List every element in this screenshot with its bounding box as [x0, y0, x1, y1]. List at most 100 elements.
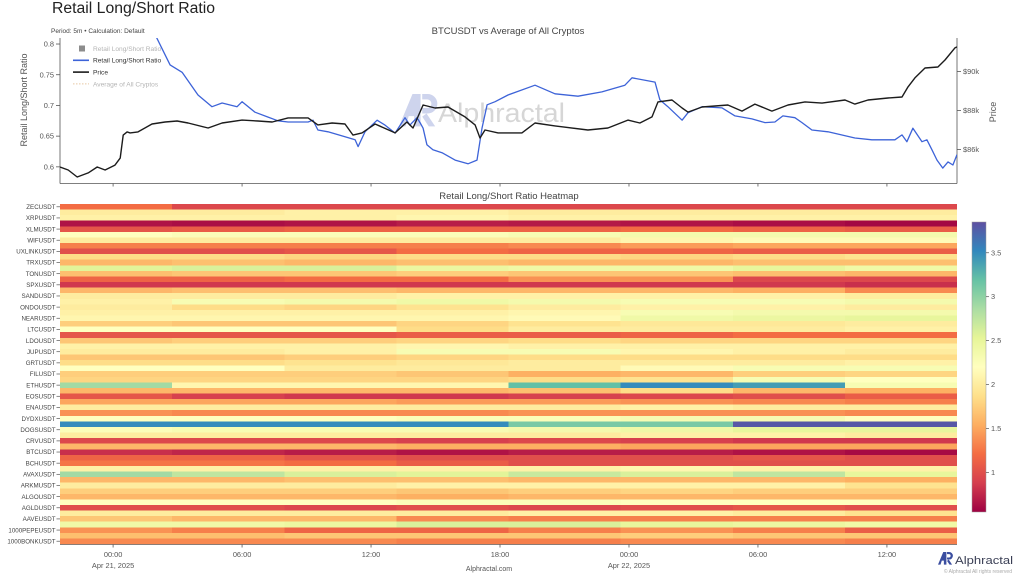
legend-item-average-all-cryptos[interactable]: Average of All Cryptos — [73, 81, 159, 88]
heatmap-cell — [732, 209, 846, 216]
heatmap-cell — [508, 499, 622, 506]
heatmap-cell — [172, 421, 285, 428]
heatmap-cell — [60, 337, 173, 344]
heatmap-cell — [396, 410, 510, 417]
heatmap-cell — [732, 371, 846, 378]
heatmap-cell — [620, 382, 734, 389]
heatmap-cell — [844, 404, 958, 411]
legend-item-price[interactable]: Price — [73, 70, 108, 77]
heatmap-cell — [60, 371, 173, 378]
heatmap-cell — [844, 254, 958, 261]
heatmap-cell — [620, 360, 734, 367]
heatmap-cell — [172, 226, 285, 233]
legend-item-ratio-line[interactable]: Retail Long/Short Ratio — [73, 58, 162, 65]
heatmap-cell — [284, 538, 397, 545]
heatmap-cell — [284, 454, 397, 461]
heatmap-row-label: XLMUSDT — [26, 226, 56, 233]
heatmap-cell — [620, 309, 734, 316]
heatmap-cell — [396, 443, 510, 450]
heatmap-cell — [60, 493, 173, 500]
heatmap-cell — [844, 243, 958, 249]
heatmap-cell — [620, 332, 734, 339]
heatmap-cell — [620, 477, 734, 484]
heatmap-cell — [508, 488, 622, 495]
heatmap-cell — [508, 471, 622, 478]
colorbar: 1 1.5 2 2.5 3 3.5 — [971, 221, 1001, 513]
heatmap-cell — [60, 220, 173, 227]
heatmap-cell — [620, 426, 734, 433]
colorbar-tick-label: 3 — [991, 292, 995, 301]
heatmap-cell — [172, 309, 285, 316]
heatmap-cell — [508, 449, 622, 456]
time-axis-label: 18:00 — [491, 550, 510, 559]
heatmap-cell — [508, 282, 622, 288]
heatmap-cell — [396, 477, 510, 484]
heatmap-cell — [620, 282, 734, 288]
heatmap-cell — [284, 449, 397, 456]
heatmap-row-label: JUPUSDT — [27, 349, 56, 356]
heatmap-cell — [284, 493, 397, 500]
heatmap-cell — [732, 220, 846, 227]
legend-label: Price — [93, 70, 108, 77]
heatmap-cell — [60, 449, 173, 456]
heatmap-cell — [620, 265, 734, 272]
heatmap-cell — [620, 421, 734, 428]
heatmap-cell — [620, 293, 734, 300]
time-axis-label: 06:00 — [233, 550, 252, 559]
heatmap-cell — [60, 376, 173, 383]
heatmap-cell — [284, 488, 397, 495]
heatmap-cell — [284, 298, 397, 305]
heatmap-cell — [620, 410, 734, 417]
heatmap-cell — [396, 315, 510, 322]
heatmap-cell — [732, 237, 846, 244]
heatmap-cell — [732, 443, 846, 450]
heatmap-cell — [172, 460, 285, 467]
heatmap-cell — [620, 348, 734, 355]
heatmap-cell — [732, 254, 846, 261]
heatmap-cell — [396, 209, 510, 216]
legend-item-heatmap-ratio[interactable]: Retail Long/Short Ratio — [79, 45, 162, 53]
heatmap-cell — [60, 415, 173, 422]
heatmap-cell — [60, 343, 173, 350]
heatmap-cell — [396, 465, 510, 472]
heatmap-cell — [60, 321, 173, 328]
heatmap-cell — [60, 527, 173, 534]
heatmap-cell — [844, 482, 958, 489]
heatmap-cell — [732, 231, 846, 238]
heatmap-cell — [620, 259, 734, 266]
top-chart-title: BTCUSDT vs Average of All Cryptos — [432, 26, 585, 37]
heatmap-cell — [396, 254, 510, 261]
heatmap-cell — [508, 516, 622, 523]
heatmap-cell — [284, 482, 397, 489]
heatmap-cell — [60, 410, 173, 417]
heatmap-cell — [284, 371, 397, 378]
heatmap-cell — [732, 348, 846, 355]
heatmap-cell — [732, 426, 846, 433]
heatmap-cell — [396, 532, 510, 539]
heatmap-cell — [844, 421, 958, 428]
heatmap-cell — [172, 438, 285, 445]
footer-site-link[interactable]: Alphractal.com — [466, 566, 512, 573]
legend-label: Retail Long/Short Ratio — [93, 46, 162, 53]
heatmap-cell — [172, 343, 285, 350]
heatmap-cell — [396, 304, 510, 311]
heatmap-cell — [172, 360, 285, 367]
heatmap-cell — [732, 410, 846, 417]
heatmap-cell — [284, 332, 397, 339]
heatmap-cell — [508, 309, 622, 316]
heatmap-cell — [396, 471, 510, 478]
heatmap-cell — [844, 371, 958, 378]
heatmap-cell — [172, 220, 285, 227]
heatmap-cell — [172, 521, 285, 528]
heatmap-cell — [508, 226, 622, 233]
heatmap-cell — [732, 460, 846, 467]
heatmap-cell — [732, 343, 846, 350]
heatmap-cell — [284, 220, 397, 227]
heatmap-cell — [620, 443, 734, 450]
heatmap-cell — [844, 298, 958, 305]
heatmap-cell — [172, 387, 285, 394]
right-axis-tick-label: $86k — [963, 145, 979, 154]
heatmap-cell — [172, 237, 285, 244]
heatmap-cell — [732, 265, 846, 272]
